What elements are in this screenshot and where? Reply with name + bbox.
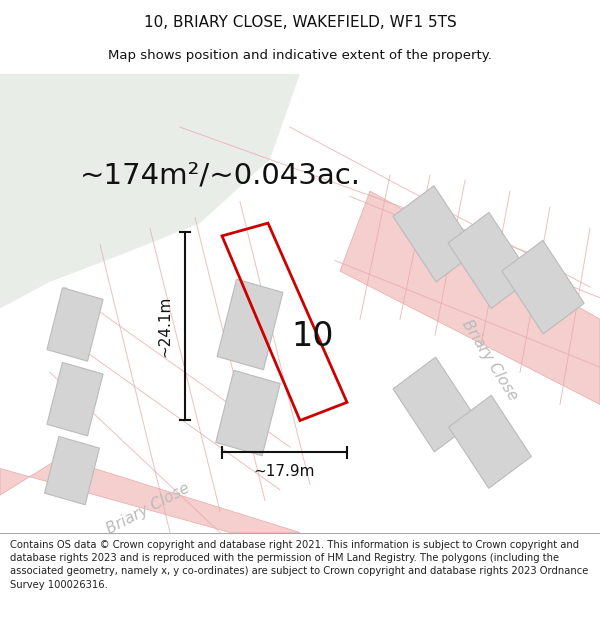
Polygon shape bbox=[0, 74, 300, 309]
Text: Contains OS data © Crown copyright and database right 2021. This information is : Contains OS data © Crown copyright and d… bbox=[10, 540, 588, 589]
Polygon shape bbox=[217, 279, 283, 370]
Polygon shape bbox=[47, 288, 103, 361]
Polygon shape bbox=[216, 371, 280, 456]
Polygon shape bbox=[47, 362, 103, 436]
Polygon shape bbox=[502, 241, 584, 334]
Polygon shape bbox=[449, 396, 532, 488]
Polygon shape bbox=[393, 186, 477, 282]
Polygon shape bbox=[0, 458, 300, 532]
Text: Briary Close: Briary Close bbox=[104, 481, 192, 538]
Text: ~174m²/~0.043ac.: ~174m²/~0.043ac. bbox=[79, 161, 361, 189]
Polygon shape bbox=[393, 357, 477, 452]
Text: ~24.1m: ~24.1m bbox=[157, 296, 173, 357]
Polygon shape bbox=[448, 213, 532, 309]
Polygon shape bbox=[44, 436, 100, 505]
Text: 10, BRIARY CLOSE, WAKEFIELD, WF1 5TS: 10, BRIARY CLOSE, WAKEFIELD, WF1 5TS bbox=[143, 14, 457, 29]
Text: 10: 10 bbox=[291, 320, 334, 353]
Text: Map shows position and indicative extent of the property.: Map shows position and indicative extent… bbox=[108, 49, 492, 62]
Polygon shape bbox=[340, 191, 600, 404]
Text: ~17.9m: ~17.9m bbox=[254, 464, 315, 479]
Text: Briary Close: Briary Close bbox=[459, 317, 521, 402]
